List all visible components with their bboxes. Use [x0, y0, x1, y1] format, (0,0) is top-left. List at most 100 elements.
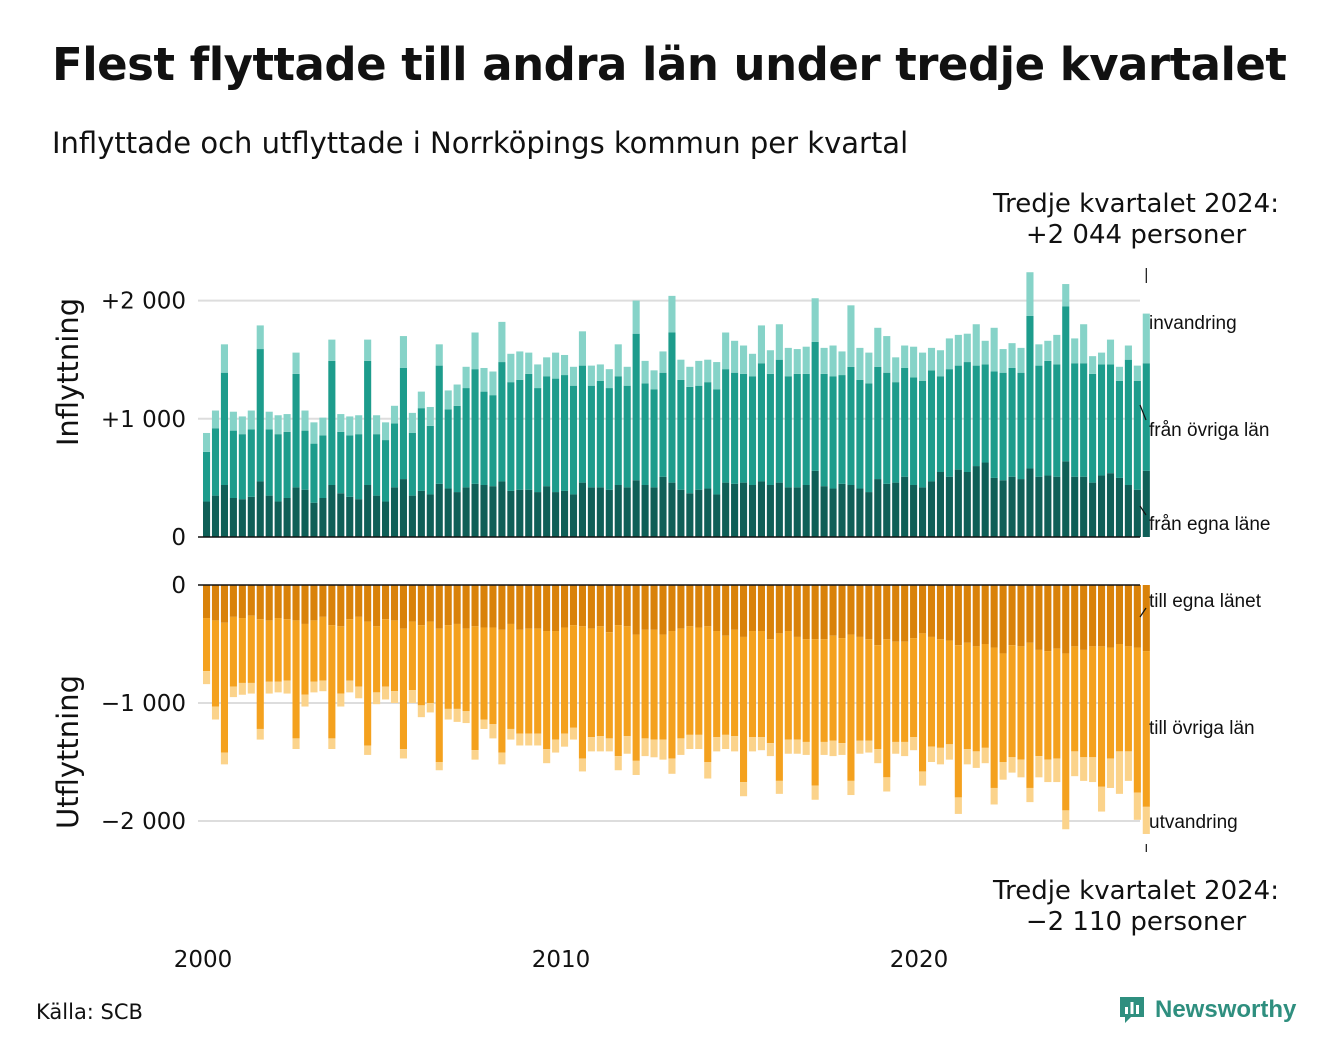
bar-segment — [1035, 649, 1043, 757]
bar-segment — [936, 376, 944, 472]
bar-segment — [408, 495, 416, 537]
bar-segment — [954, 334, 962, 366]
bar-segment — [265, 429, 273, 496]
bar-segment — [319, 585, 327, 617]
bar-segment — [704, 488, 712, 537]
bar-segment — [283, 431, 291, 498]
bar-segment — [578, 482, 586, 537]
bar-segment — [453, 623, 461, 709]
bar-segment — [337, 493, 345, 537]
bar-segment — [686, 585, 694, 627]
bar-segment — [211, 706, 220, 720]
bar-segment — [659, 476, 667, 537]
bar-segment — [731, 372, 739, 484]
bar-segment — [229, 430, 237, 498]
bar-segment — [364, 621, 372, 746]
brand-name: Newsworthy — [1155, 996, 1297, 1023]
bar-segment — [229, 585, 237, 617]
bar-segment — [910, 346, 918, 378]
bar-segment — [990, 477, 998, 537]
y-tick-label: −1 000 — [101, 691, 186, 717]
bar-segment — [919, 487, 927, 537]
bar-segment — [963, 749, 971, 765]
bar-segment — [1142, 806, 1150, 834]
bar-segment — [587, 385, 595, 488]
bar-segment — [1098, 786, 1106, 812]
bar-segment — [829, 376, 837, 489]
bar-segment — [686, 626, 694, 735]
bar-segment — [471, 483, 479, 537]
bar-segment — [668, 332, 676, 483]
bar-segment — [417, 625, 425, 706]
bar-segment — [614, 625, 622, 757]
bar-segment — [453, 405, 461, 493]
bar-segment — [954, 797, 962, 814]
bar-segment — [865, 585, 873, 640]
bar-segment — [748, 376, 757, 485]
bar-segment — [659, 739, 667, 760]
bar-segment — [740, 482, 748, 537]
bar-segment — [516, 351, 524, 380]
bar-segment — [766, 743, 774, 757]
bar-segment — [1017, 372, 1025, 480]
bar-segment — [748, 737, 757, 752]
bar-segment — [596, 585, 604, 627]
bar-segment — [1115, 644, 1123, 752]
bar-segment — [373, 585, 381, 627]
bar-segment — [856, 347, 864, 380]
series-label-fran-ovriga-lan: från övriga län — [1149, 420, 1269, 441]
bar-segment — [722, 585, 730, 636]
annotation-outflow-line2: −2 110 personer — [1026, 907, 1247, 937]
chart-title: Flest flyttade till andra län under tred… — [52, 38, 1287, 91]
bar-segment — [561, 627, 569, 734]
bar-segment — [954, 365, 962, 470]
bar-segment — [901, 476, 909, 537]
bar-segment — [489, 585, 497, 628]
bar-segment — [274, 585, 282, 619]
bar-segment — [1017, 759, 1025, 778]
chart-subtitle: Inflyttade och utflyttade i Norrköpings … — [52, 126, 909, 160]
bar-segment — [247, 496, 255, 537]
bar-segment — [838, 585, 846, 639]
bar-segment — [211, 410, 220, 429]
bar-segment — [740, 585, 748, 637]
bar-segment — [972, 324, 980, 366]
bar-segment — [641, 585, 649, 630]
bar-segment — [623, 366, 631, 386]
bar-segment — [355, 434, 363, 500]
bar-segment — [686, 734, 694, 750]
bar-segment — [1080, 363, 1088, 477]
bar-segment — [811, 785, 819, 800]
bar-segment — [498, 321, 506, 363]
bar-segment — [927, 746, 936, 762]
bar-segment — [319, 680, 327, 692]
bar-segment — [301, 623, 309, 695]
bar-segment — [569, 494, 578, 537]
bar-segment — [328, 484, 336, 537]
bar-segment — [811, 298, 819, 342]
bar-segment — [382, 440, 390, 502]
bar-segment — [337, 693, 345, 707]
bar-segment — [301, 694, 309, 707]
bar-segment — [677, 359, 685, 380]
bar-segment — [435, 483, 443, 537]
bar-segment — [382, 585, 390, 620]
bar-segment — [820, 347, 828, 374]
newsworthy-logo[interactable]: Newsworthy — [1117, 994, 1296, 1026]
bar-segment — [695, 585, 703, 628]
bar-segment — [757, 737, 765, 751]
bar-segment — [1098, 646, 1106, 787]
bar-segment — [1115, 751, 1123, 794]
bar-segment — [784, 739, 792, 754]
bar-segment — [775, 324, 783, 360]
bar-segment — [399, 585, 407, 629]
bar-segment — [874, 585, 882, 646]
bar-segment — [668, 585, 676, 632]
bar-segment — [283, 414, 291, 432]
bar-segment — [766, 484, 774, 537]
bar-segment — [256, 481, 264, 537]
bar-segment — [319, 435, 327, 498]
bar-segment — [373, 692, 381, 705]
bar-segment — [1017, 646, 1025, 760]
bar-segment — [695, 489, 703, 537]
